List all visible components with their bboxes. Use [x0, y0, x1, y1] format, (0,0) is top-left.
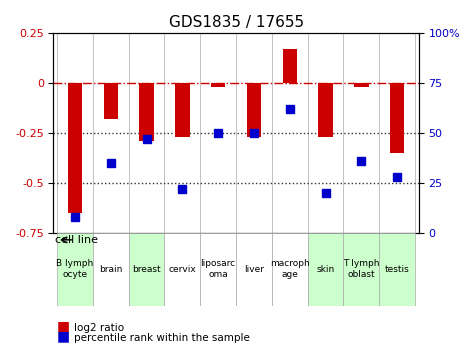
Bar — [283, 49, 297, 82]
Bar — [175, 82, 190, 137]
FancyBboxPatch shape — [164, 233, 200, 306]
FancyBboxPatch shape — [379, 233, 415, 306]
FancyBboxPatch shape — [200, 233, 236, 306]
Title: GDS1835 / 17655: GDS1835 / 17655 — [169, 15, 304, 30]
Text: brain: brain — [99, 265, 123, 274]
Text: B lymph
ocyte: B lymph ocyte — [57, 259, 94, 279]
Text: percentile rank within the sample: percentile rank within the sample — [74, 333, 249, 343]
FancyBboxPatch shape — [308, 233, 343, 306]
Text: liposarc
oma: liposarc oma — [200, 259, 236, 279]
Bar — [354, 82, 369, 87]
Text: cervix: cervix — [169, 265, 196, 274]
FancyBboxPatch shape — [93, 233, 129, 306]
Text: cell line: cell line — [55, 235, 98, 245]
Bar — [104, 82, 118, 119]
FancyBboxPatch shape — [272, 233, 308, 306]
Text: skin: skin — [316, 265, 335, 274]
Text: T lymph
oblast: T lymph oblast — [343, 259, 380, 279]
Text: log2 ratio: log2 ratio — [74, 323, 124, 333]
Text: ■: ■ — [57, 319, 70, 333]
Text: macroph
age: macroph age — [270, 259, 310, 279]
FancyBboxPatch shape — [236, 233, 272, 306]
FancyBboxPatch shape — [129, 233, 164, 306]
Bar — [318, 82, 332, 137]
Bar — [139, 82, 154, 140]
Bar — [68, 82, 82, 213]
Bar — [247, 82, 261, 137]
Text: ■: ■ — [57, 329, 70, 343]
Text: testis: testis — [385, 265, 409, 274]
Bar — [390, 82, 404, 152]
Text: breast: breast — [132, 265, 161, 274]
Text: liver: liver — [244, 265, 264, 274]
FancyBboxPatch shape — [343, 233, 379, 306]
Bar — [211, 82, 225, 87]
FancyBboxPatch shape — [57, 233, 93, 306]
